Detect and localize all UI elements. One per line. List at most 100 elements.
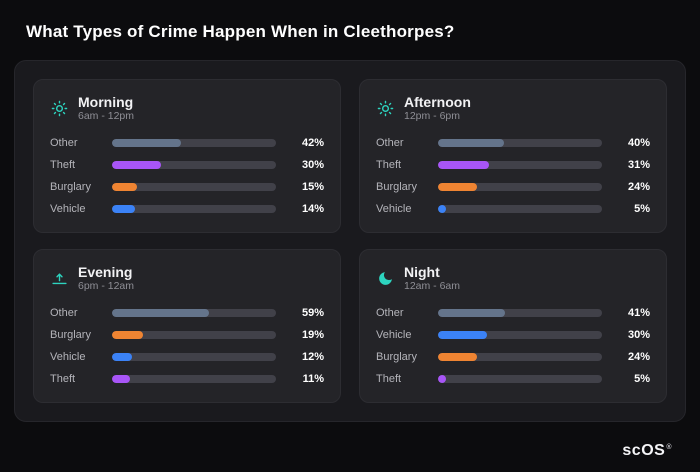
bar-fill xyxy=(438,138,504,147)
row-label: Other xyxy=(50,136,78,149)
bar-fill xyxy=(112,160,162,169)
bar-track xyxy=(112,160,276,169)
card-morning: Morning 6am - 12pm Other 42% Theft 30% B… xyxy=(33,79,341,233)
card-title: Evening xyxy=(78,264,133,280)
bar-fill xyxy=(438,204,447,213)
bar-track xyxy=(438,308,602,317)
bar-track xyxy=(112,330,276,339)
bar-fill xyxy=(112,308,209,317)
scos-logo: scOS® xyxy=(622,442,672,460)
bar-fill xyxy=(112,374,131,383)
row-label: Other xyxy=(376,306,404,319)
row-percentage: 40% xyxy=(627,136,650,149)
bar-track xyxy=(438,374,602,383)
bar-fill xyxy=(438,352,478,361)
card-evening: Evening 6pm - 12am Other 59% Burglary 19… xyxy=(33,249,341,403)
row-label: Theft xyxy=(50,158,76,171)
row-label: Theft xyxy=(50,372,76,385)
scos-logo-text: scOS xyxy=(622,442,666,459)
bar-row: Vehicle 12% xyxy=(50,349,324,364)
bar-fill xyxy=(112,330,144,339)
bar-track xyxy=(438,138,602,147)
bar-track xyxy=(112,374,276,383)
bar-row: Burglary 19% xyxy=(50,327,324,342)
row-label: Other xyxy=(376,136,404,149)
sunrise-icon xyxy=(50,270,68,288)
card-night: Night 12am - 6am Other 41% Vehicle 30% B… xyxy=(359,249,667,403)
page-title: What Types of Crime Happen When in Cleet… xyxy=(26,22,455,41)
row-percentage: 42% xyxy=(301,136,324,149)
row-label: Vehicle xyxy=(50,202,86,215)
row-percentage: 11% xyxy=(302,372,324,385)
bar-row: Vehicle 14% xyxy=(50,201,324,216)
bar-track xyxy=(112,204,276,213)
row-percentage: 24% xyxy=(627,180,650,193)
bar-rows: Other 42% Theft 30% Burglary 15% Vehicle… xyxy=(50,135,324,216)
bar-fill xyxy=(438,160,489,169)
bar-fill xyxy=(112,182,137,191)
moon-icon xyxy=(376,270,394,288)
crime-times-panel: Morning 6am - 12pm Other 42% Theft 30% B… xyxy=(14,60,686,422)
bar-row: Theft 30% xyxy=(50,157,324,172)
bar-row: Theft 5% xyxy=(376,371,650,386)
registered-mark: ® xyxy=(666,443,672,451)
row-label: Burglary xyxy=(50,180,91,193)
row-percentage: 41% xyxy=(627,306,650,319)
sun-icon xyxy=(376,100,394,118)
row-label: Other xyxy=(50,306,78,319)
bar-row: Other 42% xyxy=(50,135,324,150)
bar-fill xyxy=(438,182,478,191)
bar-row: Burglary 24% xyxy=(376,179,650,194)
bar-fill xyxy=(438,308,506,317)
card-title: Night xyxy=(404,264,440,280)
row-percentage: 15% xyxy=(301,180,324,193)
row-label: Vehicle xyxy=(376,202,412,215)
row-percentage: 59% xyxy=(301,306,324,319)
row-percentage: 30% xyxy=(627,328,650,341)
row-percentage: 5% xyxy=(634,202,650,215)
card-subtitle: 6pm - 12am xyxy=(78,280,135,292)
bar-rows: Other 41% Vehicle 30% Burglary 24% Theft… xyxy=(376,305,650,386)
card-header: Night 12am - 6am xyxy=(376,264,650,293)
row-label: Theft xyxy=(376,372,402,385)
row-label: Theft xyxy=(376,158,402,171)
bar-row: Other 41% xyxy=(376,305,650,320)
sun-icon xyxy=(50,100,68,118)
row-label: Vehicle xyxy=(50,350,86,363)
bar-row: Burglary 24% xyxy=(376,349,650,364)
row-label: Burglary xyxy=(376,350,417,363)
bar-rows: Other 40% Theft 31% Burglary 24% Vehicle… xyxy=(376,135,650,216)
card-header: Morning 6am - 12pm xyxy=(50,94,324,123)
row-label: Burglary xyxy=(376,180,417,193)
bar-track xyxy=(112,352,276,361)
card-subtitle: 12am - 6am xyxy=(404,280,461,292)
bar-fill xyxy=(112,204,135,213)
bar-track xyxy=(438,330,602,339)
bar-fill xyxy=(438,374,447,383)
bar-track xyxy=(112,138,276,147)
row-label: Burglary xyxy=(50,328,91,341)
card-afternoon: Afternoon 12pm - 6pm Other 40% Theft 31%… xyxy=(359,79,667,233)
bar-track xyxy=(438,204,602,213)
bar-row: Theft 11% xyxy=(50,371,324,386)
row-label: Vehicle xyxy=(376,328,412,341)
bar-track xyxy=(112,308,276,317)
card-title: Afternoon xyxy=(404,94,471,110)
bar-track xyxy=(112,182,276,191)
bar-track xyxy=(438,182,602,191)
row-percentage: 24% xyxy=(627,350,650,363)
bar-fill xyxy=(438,330,488,339)
card-header: Afternoon 12pm - 6pm xyxy=(376,94,650,123)
row-percentage: 12% xyxy=(301,350,324,363)
card-subtitle: 6am - 12pm xyxy=(78,110,135,122)
bar-track xyxy=(438,352,602,361)
bar-fill xyxy=(112,138,181,147)
bar-row: Burglary 15% xyxy=(50,179,324,194)
bar-track xyxy=(438,160,602,169)
card-title: Morning xyxy=(78,94,134,110)
bar-row: Vehicle 30% xyxy=(376,327,650,342)
bar-fill xyxy=(112,352,132,361)
row-percentage: 14% xyxy=(301,202,324,215)
bar-row: Other 59% xyxy=(50,305,324,320)
row-percentage: 19% xyxy=(301,328,324,341)
